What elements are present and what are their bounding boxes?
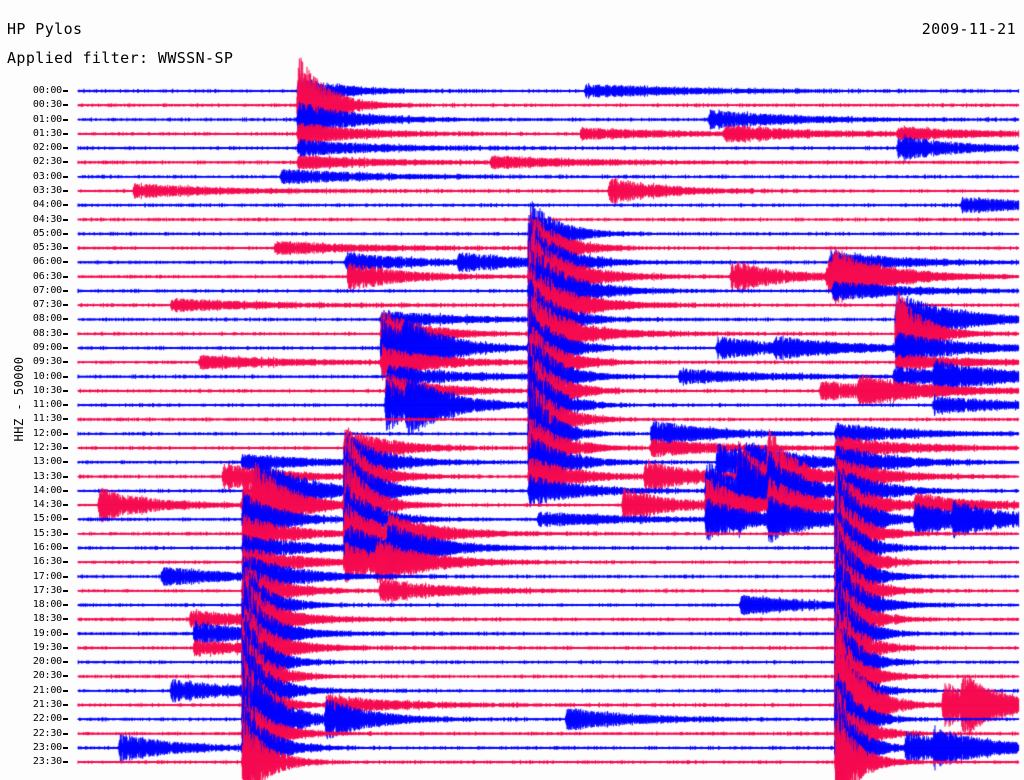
seismogram-traces [0, 0, 1024, 780]
helicorder-plot: HP Pylos Applied filter: WWSSN-SP 2009-1… [0, 0, 1024, 780]
